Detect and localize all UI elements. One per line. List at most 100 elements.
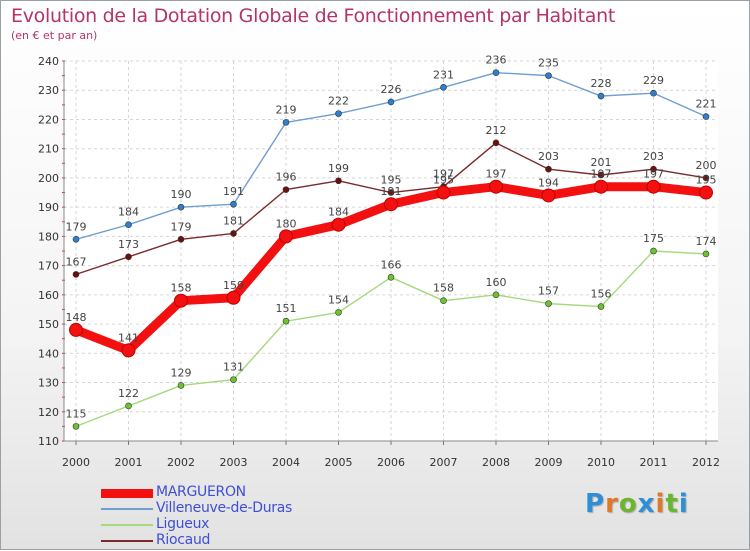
data-point <box>492 291 500 299</box>
data-point <box>702 250 710 258</box>
legend-label: Riocaud <box>156 532 211 548</box>
logo-letter: r <box>605 489 619 519</box>
logo-letter: i <box>655 489 666 519</box>
data-point <box>72 423 80 430</box>
data-label: 179 <box>66 220 87 233</box>
y-tick-label: 120 <box>38 406 59 419</box>
y-tick-label: 210 <box>38 143 59 156</box>
data-point <box>646 179 661 194</box>
data-label: 219 <box>276 103 297 116</box>
data-label: 154 <box>328 293 349 306</box>
y-tick-label: 110 <box>38 435 59 448</box>
data-label: 129 <box>171 366 192 379</box>
y-tick-label: 200 <box>38 172 59 185</box>
x-tick-label: 2005 <box>325 456 353 469</box>
data-point <box>440 84 447 91</box>
x-tick-label: 2002 <box>167 456 195 469</box>
data-label: 122 <box>118 387 139 400</box>
data-point <box>230 376 237 383</box>
data-point <box>594 179 608 194</box>
data-label: 203 <box>643 150 664 163</box>
legend-swatch <box>101 540 153 542</box>
y-tick-label: 160 <box>38 289 59 302</box>
y-tick-label: 130 <box>38 377 59 390</box>
data-label: 115 <box>66 407 87 420</box>
data-point <box>492 69 500 76</box>
logo-letter: i <box>678 489 689 519</box>
data-label: 199 <box>328 162 349 175</box>
logo-letter: P <box>585 489 606 519</box>
data-label: 166 <box>381 258 402 271</box>
proxiti-logo: Proxiti <box>585 489 689 519</box>
data-label: 236 <box>486 54 507 67</box>
data-point <box>230 200 237 208</box>
data-label: 190 <box>171 188 192 201</box>
x-tick-label: 2008 <box>482 456 510 469</box>
x-tick-label: 2006 <box>377 456 405 469</box>
data-label: 229 <box>643 74 664 87</box>
logo-letter: t <box>665 489 679 519</box>
x-tick-label: 2007 <box>430 456 458 469</box>
legend-label: MARGUERON <box>156 484 246 500</box>
data-point <box>282 119 290 126</box>
data-point <box>177 203 185 211</box>
y-tick-label: 170 <box>38 260 59 273</box>
x-tick-label: 2011 <box>640 456 668 469</box>
data-point <box>492 139 500 147</box>
x-tick-label: 2004 <box>272 456 300 469</box>
data-label: 212 <box>486 124 507 137</box>
data-point <box>702 174 710 182</box>
data-label: 197 <box>486 168 507 181</box>
x-tick-label: 2012 <box>692 456 720 469</box>
data-point <box>177 236 185 243</box>
data-label: 191 <box>381 185 402 198</box>
data-label: 195 <box>696 174 717 187</box>
data-label: 158 <box>433 282 454 295</box>
data-point <box>387 98 395 106</box>
data-point <box>541 188 556 203</box>
data-point <box>335 177 342 185</box>
data-label: 197 <box>643 168 664 181</box>
data-label: 173 <box>118 238 139 251</box>
x-tick-label: 2001 <box>115 456 143 469</box>
legend-label: Villeneuve-de-Duras <box>156 500 292 516</box>
data-label: 191 <box>223 185 244 198</box>
y-tick-label: 240 <box>38 55 59 68</box>
data-label: 221 <box>696 98 717 111</box>
data-point <box>597 303 605 310</box>
data-point <box>174 293 188 308</box>
x-tick-label: 2000 <box>62 456 90 469</box>
data-point <box>282 317 290 325</box>
data-point <box>650 247 657 255</box>
legend-swatch <box>101 508 153 510</box>
data-label: 175 <box>643 232 664 245</box>
data-label: 200 <box>696 159 717 172</box>
data-point <box>436 185 451 200</box>
data-label: 131 <box>223 361 244 374</box>
legend-swatch <box>101 524 153 526</box>
x-tick-label: 2009 <box>535 456 563 469</box>
data-point <box>282 186 290 193</box>
data-label: 179 <box>171 220 192 233</box>
data-point <box>489 179 503 194</box>
data-point <box>545 72 552 79</box>
y-tick-label: 220 <box>38 113 59 126</box>
data-label: 159 <box>223 279 244 292</box>
data-point <box>384 197 398 212</box>
legend-swatch <box>101 488 153 498</box>
y-tick-label: 150 <box>38 318 59 331</box>
chart-title: Evolution de la Dotation Globale de Fonc… <box>11 5 616 27</box>
data-label: 222 <box>328 95 349 108</box>
data-point <box>699 185 713 200</box>
data-label: 195 <box>433 174 454 187</box>
data-label: 167 <box>66 255 87 268</box>
data-label: 151 <box>276 302 297 315</box>
data-point <box>125 253 132 261</box>
y-tick-label: 230 <box>38 84 59 97</box>
data-point <box>335 110 342 117</box>
data-point <box>226 290 241 305</box>
data-label: 141 <box>118 331 139 344</box>
data-label: 201 <box>591 156 612 169</box>
